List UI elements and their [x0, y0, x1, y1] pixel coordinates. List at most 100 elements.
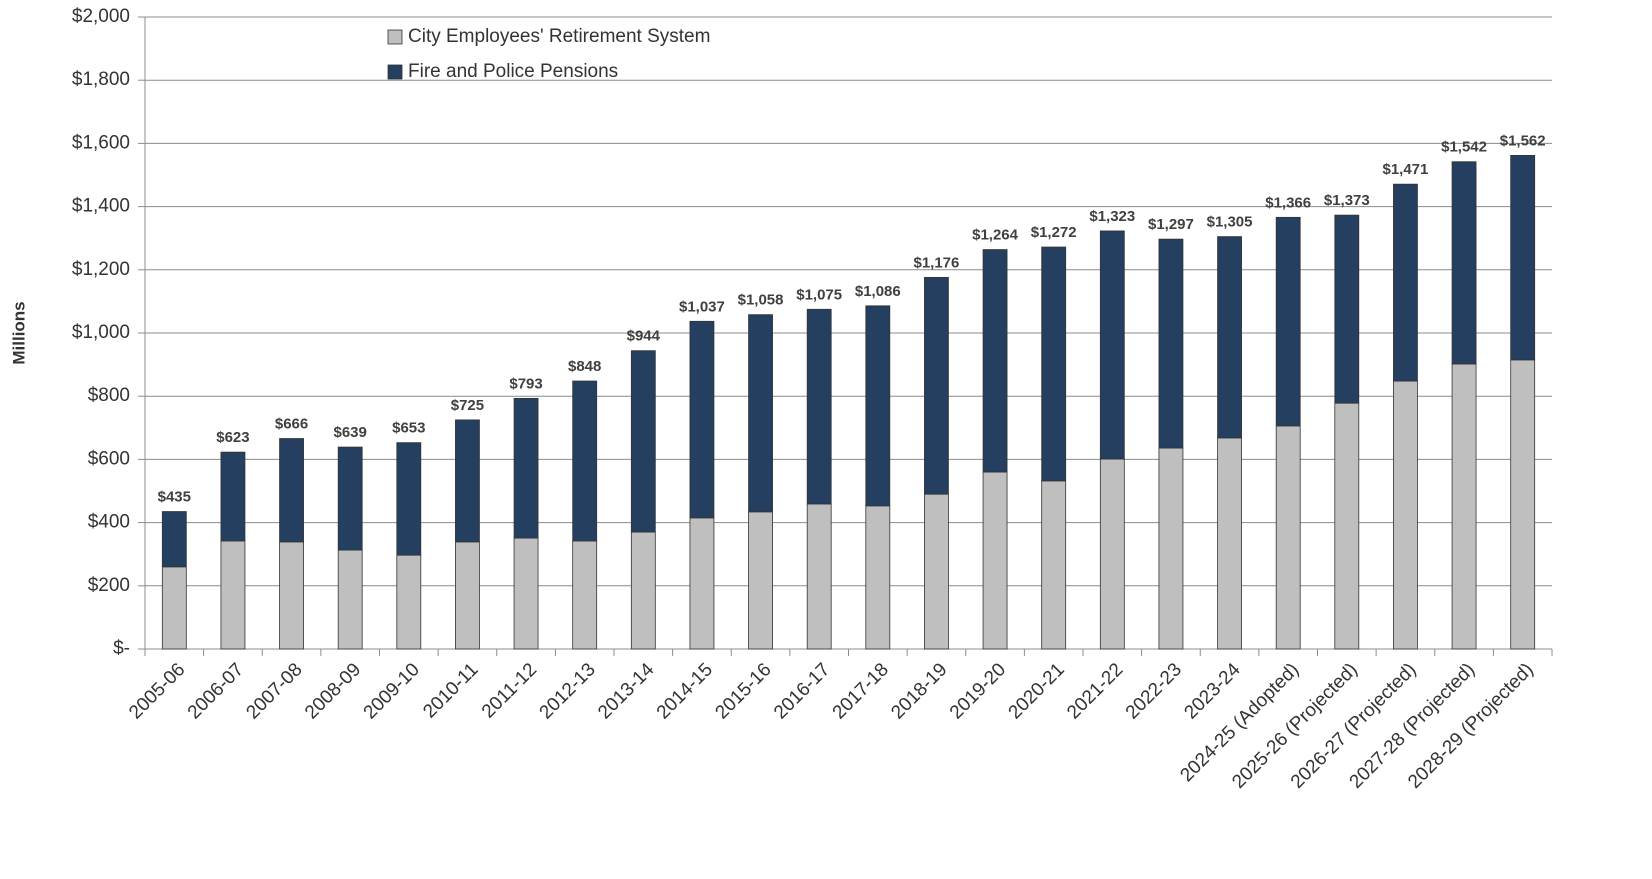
total-label: $435	[158, 489, 191, 506]
x-tick-label: 2005-06	[125, 659, 189, 723]
bar-segment	[748, 511, 773, 650]
total-label: $1,471	[1382, 161, 1428, 178]
total-label: $1,176	[913, 254, 959, 271]
bar-segment	[1217, 437, 1242, 650]
y-tick-label: $600	[88, 448, 130, 469]
bar-segment	[1041, 246, 1067, 482]
total-label: $1,562	[1500, 132, 1546, 149]
total-label: $1,037	[679, 298, 725, 315]
total-label: $1,323	[1089, 208, 1135, 225]
bar-segment	[748, 314, 773, 513]
total-label: $639	[334, 424, 367, 441]
total-label: $1,272	[1031, 224, 1077, 241]
bar-segment	[1451, 363, 1477, 650]
bar-segment	[1510, 155, 1536, 361]
x-tick-label: 2009-10	[360, 659, 424, 723]
bar-segment	[630, 531, 656, 650]
bar-segment	[1510, 359, 1536, 650]
x-tick-label: 2013-14	[594, 659, 658, 723]
bar-segment	[1158, 447, 1184, 650]
x-tick-label: 2014-15	[653, 659, 717, 723]
bar-segment	[455, 419, 480, 543]
total-label: $793	[509, 375, 542, 392]
total-label: $1,075	[796, 286, 842, 303]
legend-label: Fire and Police Pensions	[408, 61, 618, 82]
total-label: $1,086	[855, 283, 901, 300]
y-tick-label: $-	[113, 638, 130, 659]
total-label: $1,373	[1324, 192, 1370, 209]
bar-segment	[220, 540, 246, 650]
total-label: $623	[216, 429, 249, 446]
total-label: $1,058	[738, 292, 784, 309]
bar-segment	[689, 517, 715, 650]
bar-segment	[865, 305, 891, 507]
bar-segment	[513, 537, 539, 650]
x-tick-label: 2006-07	[184, 659, 248, 723]
x-tick-label: 2016-17	[770, 659, 834, 723]
y-tick-label: $800	[88, 385, 130, 406]
x-tick-label: 2008-09	[301, 659, 365, 723]
bar-segment	[337, 446, 363, 551]
bar-segment	[279, 438, 304, 543]
bar-segment	[865, 505, 891, 650]
y-tick-label: $1,000	[72, 322, 130, 343]
bar-segment	[630, 350, 656, 533]
total-label: $666	[275, 416, 308, 433]
y-tick-label: $1,800	[72, 69, 130, 90]
x-tick-label: 2010-11	[419, 659, 482, 722]
legend-swatch	[387, 29, 403, 45]
x-tick-label: 2011-12	[478, 659, 541, 722]
bar-segment	[689, 320, 715, 519]
bar-segment	[1217, 236, 1242, 439]
y-tick-label: $2,000	[72, 6, 130, 27]
bar-segment	[1275, 216, 1301, 427]
total-label: $1,305	[1207, 214, 1253, 231]
bar-segment	[1334, 214, 1360, 404]
y-tick-label: $200	[88, 575, 130, 596]
x-tick-label: 2020-21	[1005, 659, 1069, 723]
bar-segment	[806, 503, 832, 650]
x-tick-label: 2021-22	[1063, 659, 1127, 723]
bar-segment	[572, 380, 598, 542]
bar-segment	[1393, 183, 1418, 382]
x-tick-label: 2019-20	[946, 659, 1010, 723]
bar-segment	[1275, 425, 1301, 650]
total-label: $725	[451, 397, 484, 414]
legend-swatch	[387, 64, 403, 80]
bar-segment	[806, 308, 832, 505]
bar-segment	[279, 541, 304, 650]
bar-segment	[337, 549, 363, 650]
bar-segment	[982, 471, 1008, 650]
y-tick-label: $400	[88, 512, 130, 533]
bar-segment	[396, 554, 422, 650]
legend-label: City Employees' Retirement System	[408, 26, 710, 47]
total-label: $944	[627, 328, 661, 345]
bar-segment	[924, 493, 949, 650]
bar-segment	[161, 566, 187, 650]
x-tick-label: 2007-08	[242, 659, 306, 723]
y-tick-label: $1,600	[72, 132, 130, 153]
bar-segment	[1099, 458, 1125, 650]
x-tick-label: 2017-18	[829, 659, 893, 723]
total-label: $653	[392, 420, 425, 437]
bar-segment	[1334, 402, 1360, 650]
bar-segment	[1451, 161, 1477, 365]
total-label: $1,542	[1441, 139, 1487, 156]
bar-segment	[455, 541, 480, 650]
bar-segment	[1099, 230, 1125, 460]
total-label: $1,264	[972, 227, 1019, 244]
bar-segment	[1158, 238, 1184, 449]
bar-segment	[220, 451, 246, 542]
total-label: $848	[568, 358, 601, 375]
x-tick-label: 2022-23	[1122, 659, 1186, 723]
bar-segment	[513, 398, 539, 539]
bar-segment	[982, 249, 1008, 473]
x-tick-label: 2012-13	[536, 659, 600, 723]
bar-segment	[572, 540, 598, 650]
x-tick-label: 2015-16	[711, 659, 775, 723]
total-label: $1,297	[1148, 216, 1194, 233]
bar-segment	[396, 442, 422, 556]
y-axis-label: Millions	[9, 301, 28, 364]
bar-segment	[161, 511, 187, 568]
